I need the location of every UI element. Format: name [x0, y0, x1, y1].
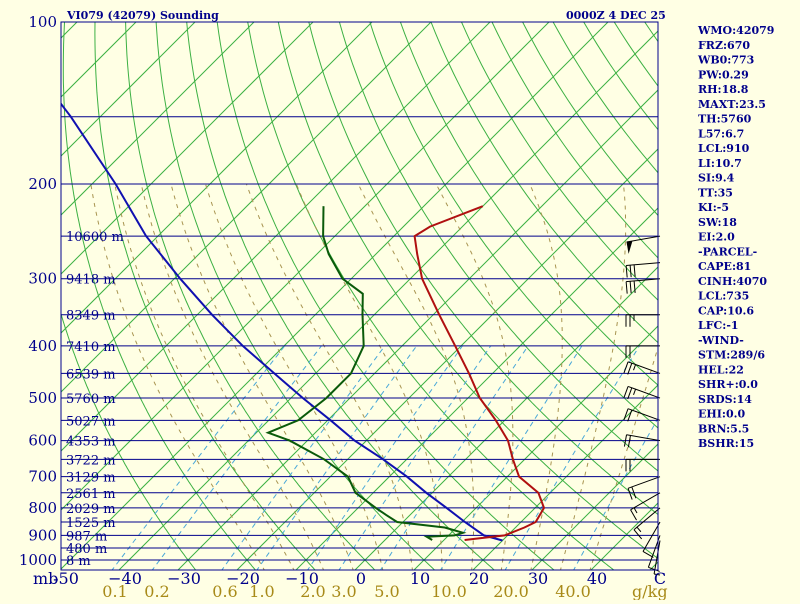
sounding-time: 0000Z 4 DEC 25 [566, 9, 666, 22]
mixing-ratio-label: 2.0 [300, 582, 325, 600]
index-item: SHR+:0.0 [698, 378, 758, 391]
mixing-ratio-label: 20.0 [493, 582, 529, 600]
pressure-tick-label: 600 [28, 432, 57, 450]
index-item: BRN:5.5 [698, 422, 749, 435]
pressure-tick-label: 500 [28, 389, 57, 407]
index-item: LCL:735 [698, 290, 749, 303]
index-item: HEL:22 [698, 363, 744, 376]
height-label: 9418 m [66, 273, 116, 288]
temperature-tick-label: 20 [469, 569, 489, 588]
pressure-tick-label: 900 [28, 526, 57, 544]
station-title: VI079 (42079) Sounding [66, 9, 219, 22]
index-item: SRDS:14 [698, 393, 752, 406]
mixing-ratio-label: 1.0 [249, 582, 274, 600]
pressure-tick-label: 200 [28, 175, 57, 193]
height-label: 2561 m [66, 487, 116, 502]
index-item: RH:18.8 [698, 83, 749, 96]
index-item: SI:9.4 [698, 172, 735, 185]
height-label: 8 m [66, 554, 91, 569]
index-item: -WIND- [698, 334, 744, 347]
height-label: 7410 m [66, 340, 116, 355]
height-label: 3129 m [66, 471, 116, 486]
mixing-ratio-label: 0.1 [102, 582, 127, 600]
temperature-tick-label: 0 [356, 569, 366, 588]
height-label: 5027 m [66, 414, 116, 429]
index-item: STM:289/6 [698, 349, 765, 362]
mixing-ratio-label: 5.0 [374, 582, 399, 600]
index-item: CAPE:81 [698, 260, 751, 273]
mixing-ratio-unit-label: g/kg [632, 582, 668, 600]
pressure-tick-label: 800 [28, 499, 57, 517]
mixing-ratio-label: 10.0 [431, 582, 467, 600]
index-item: LCL:910 [698, 142, 750, 155]
index-item: KI:-5 [698, 201, 729, 214]
pressure-tick-label: 1000 [19, 551, 57, 569]
index-item: LI:10.7 [698, 157, 742, 170]
height-label: 4353 m [66, 435, 116, 450]
index-item: WB0:773 [697, 54, 754, 67]
index-item: PW:0.29 [698, 68, 749, 81]
pressure-tick-label: 300 [28, 270, 57, 288]
temperature-tick-label: 30 [528, 569, 548, 588]
index-item: TH:5760 [698, 113, 752, 126]
index-item: CAP:10.6 [698, 304, 754, 317]
index-item: -PARCEL- [698, 245, 757, 258]
pressure-tick-label: 100 [28, 13, 57, 31]
index-item: LFC:-1 [698, 319, 739, 332]
height-label: 3722 m [66, 453, 116, 468]
index-item: BSHR:15 [698, 437, 754, 450]
height-label: 2029 m [66, 502, 116, 517]
temperature-tick-label: −30 [167, 569, 201, 588]
index-item: WMO:42079 [697, 24, 774, 37]
index-item: L57:6.7 [698, 127, 744, 140]
index-item: EI:2.0 [698, 231, 735, 244]
height-label: 5760 m [66, 392, 116, 407]
pressure-tick-label: 400 [28, 337, 57, 355]
index-item: CINH:4070 [698, 275, 767, 288]
height-label: 8349 m [66, 309, 116, 324]
index-item: MAXT:23.5 [698, 98, 766, 111]
height-label: 6539 m [66, 367, 116, 382]
index-item: SW:18 [698, 216, 737, 229]
mixing-ratio-label: 0.2 [144, 582, 169, 600]
temperature-tick-label: -50 [53, 569, 79, 588]
index-item: TT:35 [698, 186, 733, 199]
temperature-tick-label: 10 [410, 569, 430, 588]
mixing-ratio-label: 40.0 [555, 582, 591, 600]
index-item: FRZ:670 [698, 39, 750, 52]
pressure-tick-label: 700 [28, 468, 57, 486]
mixing-ratio-label: 3.0 [331, 582, 356, 600]
mixing-ratio-label: 0.6 [212, 582, 237, 600]
index-item: EHI:0.0 [698, 408, 745, 421]
height-label: 10600 m [66, 230, 124, 245]
